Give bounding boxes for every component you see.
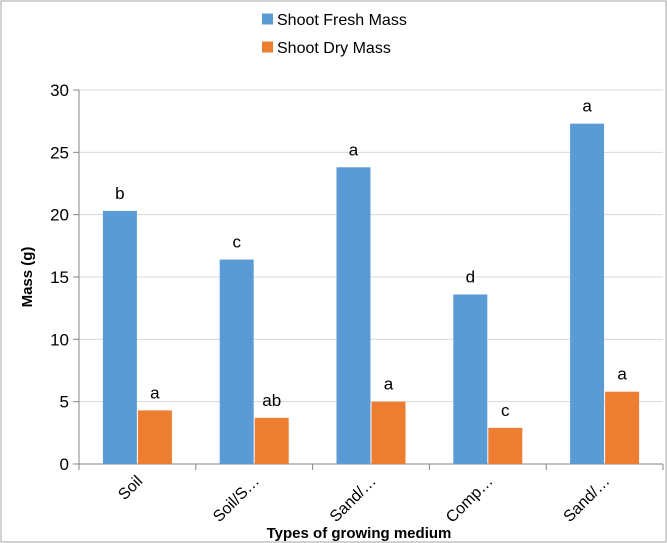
bar-fresh-mass xyxy=(102,210,137,464)
bar-fresh-mass xyxy=(453,294,488,464)
bar-dry-mass xyxy=(254,417,289,464)
significance-label: ab xyxy=(262,391,281,410)
y-tick-label: 10 xyxy=(50,330,69,349)
significance-label: a xyxy=(384,375,394,394)
significance-label: c xyxy=(232,233,241,252)
significance-label: a xyxy=(349,140,359,159)
legend-swatch xyxy=(262,41,273,53)
bar-dry-mass xyxy=(488,427,523,464)
x-axis-title: Types of growing medium xyxy=(267,525,452,542)
y-tick-label: 25 xyxy=(50,143,69,162)
y-tick-label: 15 xyxy=(50,268,69,287)
legend: Shoot Fresh Mass Shoot Dry Mass xyxy=(262,12,407,57)
significance-label: d xyxy=(466,267,475,286)
bar-fresh-mass xyxy=(219,259,254,464)
y-tick-label: 20 xyxy=(50,206,69,225)
bars xyxy=(102,123,640,464)
significance-label: a xyxy=(150,383,160,402)
bar-dry-mass xyxy=(605,391,640,464)
legend-label: Shoot Fresh Mass xyxy=(277,12,407,29)
bar-dry-mass xyxy=(371,401,406,464)
legend-label: Shoot Dry Mass xyxy=(277,40,391,57)
significance-label: b xyxy=(115,184,124,203)
bar-fresh-mass xyxy=(570,123,605,464)
significance-label: a xyxy=(617,365,627,384)
gridlines xyxy=(79,89,663,403)
bar-fresh-mass xyxy=(336,167,371,464)
data-labels: b a c ab a a d c a a xyxy=(115,97,627,420)
bar-dry-mass xyxy=(137,410,172,464)
y-tick-label: 5 xyxy=(60,393,69,412)
significance-label: a xyxy=(582,97,592,116)
significance-label: c xyxy=(501,401,510,420)
legend-swatch xyxy=(262,13,273,25)
y-axis-title: Mass (g) xyxy=(19,247,36,308)
y-tick-label: 30 xyxy=(50,81,69,100)
y-tick-label: 0 xyxy=(60,455,69,474)
